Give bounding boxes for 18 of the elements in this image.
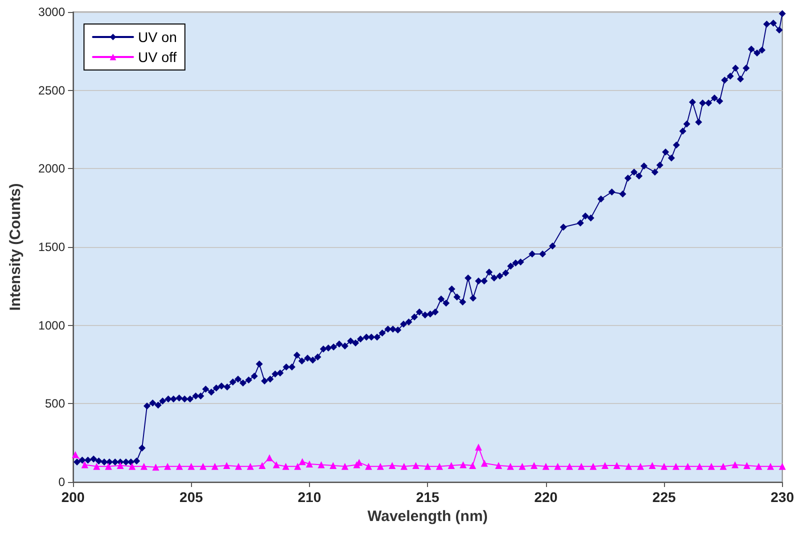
legend-label: UV on [138, 29, 177, 45]
x-tick-label: 210 [298, 489, 322, 505]
x-tick-label: 200 [61, 489, 85, 505]
x-tick-label: 215 [416, 489, 440, 505]
y-axis-title: Intensity (Counts) [7, 183, 24, 311]
x-tick-label: 205 [180, 489, 204, 505]
y-tick-label: 1500 [38, 240, 66, 254]
y-tick-label: 2500 [38, 83, 66, 98]
x-tick-label: 230 [770, 489, 794, 505]
legend-label: UV off [138, 49, 177, 65]
x-tick-label: 220 [534, 489, 558, 505]
y-tick-label: 500 [44, 396, 66, 411]
y-tick-label: 3000 [38, 5, 66, 19]
x-tick-label: 225 [652, 489, 676, 505]
y-tick-label: 0 [58, 475, 66, 489]
y-tick-label: 1000 [38, 318, 66, 332]
x-axis-title: Wavelength (nm) [368, 508, 488, 525]
y-tick-label: 2000 [38, 162, 66, 176]
